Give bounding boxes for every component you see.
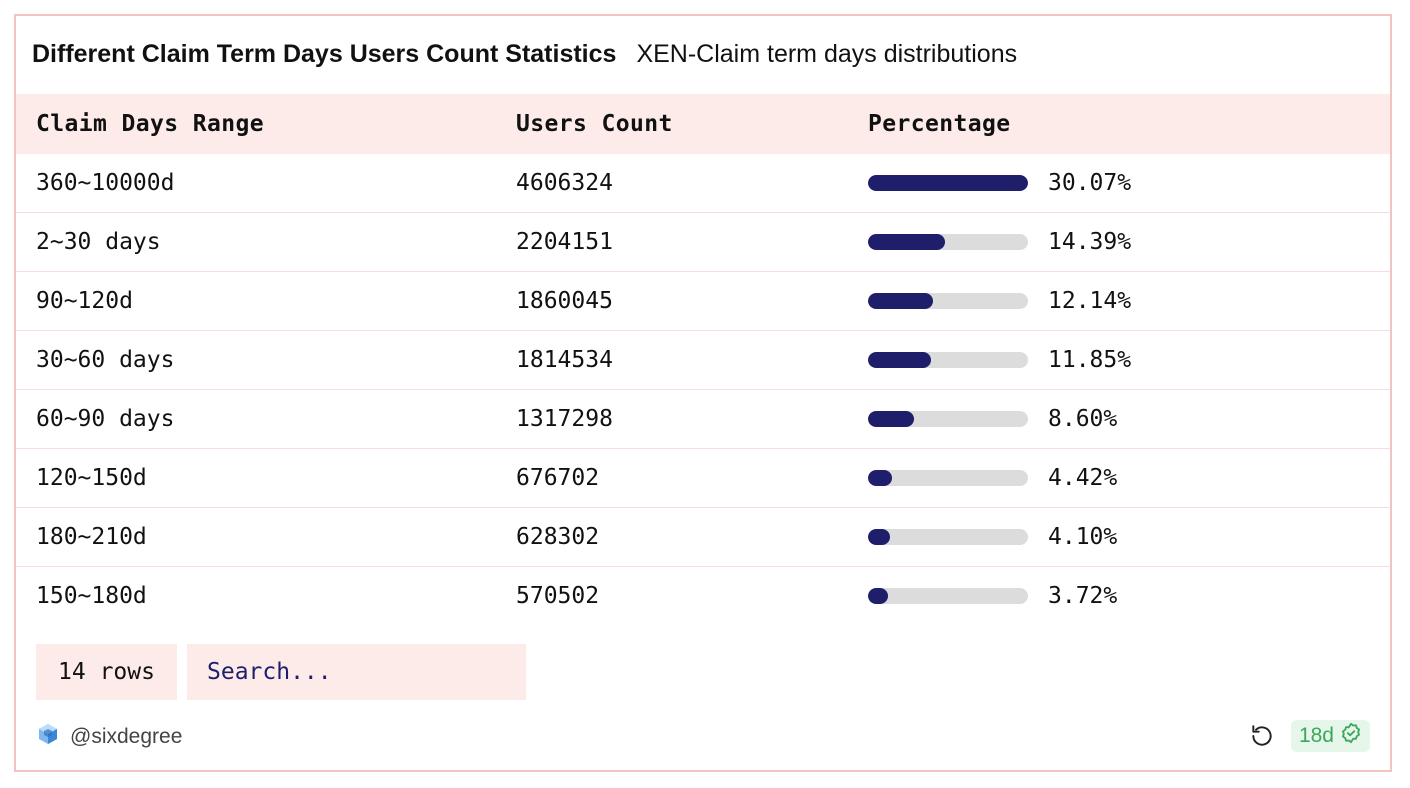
cell-claim-days-range: 150~180d <box>36 583 147 609</box>
cell-percentage: 11.85% <box>868 347 1131 373</box>
results-table: Claim Days Range Users Count Percentage … <box>16 94 1390 625</box>
table-row[interactable]: 120~150d 676702 4.42% <box>16 449 1390 508</box>
percentage-bar-fill <box>868 293 933 309</box>
cell-percentage: 12.14% <box>868 288 1131 314</box>
percentage-value: 30.07% <box>1048 170 1132 196</box>
cell-users-count: 676702 <box>516 465 600 491</box>
percentage-bar-fill <box>868 588 888 604</box>
cell-users-count: 4606324 <box>516 170 613 196</box>
percentage-value: 4.10% <box>1048 524 1118 550</box>
percentage-bar-fill <box>868 411 914 427</box>
age-badge: 18d <box>1290 720 1370 752</box>
author-name: @sixdegree <box>70 724 183 748</box>
hexagon-logo-icon <box>36 722 60 751</box>
cell-percentage: 3.72% <box>868 583 1117 609</box>
column-header-percentage[interactable]: Percentage <box>868 111 1011 137</box>
percentage-value: 4.42% <box>1048 465 1118 491</box>
cell-claim-days-range: 360~10000d <box>36 170 175 196</box>
percentage-bar-fill <box>868 175 1028 191</box>
cell-percentage: 14.39% <box>868 229 1131 255</box>
column-header-claim-days-range[interactable]: Claim Days Range <box>36 111 264 137</box>
table-row[interactable]: 150~180d 570502 3.72% <box>16 567 1390 625</box>
cell-users-count: 2204151 <box>516 229 613 255</box>
percentage-bar <box>868 293 1028 309</box>
table-row[interactable]: 30~60 days 1814534 11.85% <box>16 331 1390 390</box>
cell-claim-days-range: 2~30 days <box>36 229 161 255</box>
table-header-row: Claim Days Range Users Count Percentage <box>16 94 1390 154</box>
percentage-bar <box>868 470 1028 486</box>
cell-claim-days-range: 120~150d <box>36 465 147 491</box>
table-row[interactable]: 90~120d 1860045 12.14% <box>16 272 1390 331</box>
cell-claim-days-range: 180~210d <box>36 524 147 550</box>
query-result-card: Different Claim Term Days Users Count St… <box>14 14 1392 772</box>
cell-percentage: 30.07% <box>868 170 1131 196</box>
percentage-bar <box>868 234 1028 250</box>
table-controls: 14 rows <box>36 644 526 700</box>
search-input[interactable] <box>187 644 526 700</box>
cell-claim-days-range: 90~120d <box>36 288 133 314</box>
table-row[interactable]: 180~210d 628302 4.10% <box>16 508 1390 567</box>
rows-count-label: 14 rows <box>36 644 177 700</box>
table-row[interactable]: 360~10000d 4606324 30.07% <box>16 154 1390 213</box>
age-badge-label: 18d <box>1298 724 1334 747</box>
percentage-bar <box>868 588 1028 604</box>
percentage-bar <box>868 352 1028 368</box>
cell-users-count: 628302 <box>516 524 600 550</box>
table-row[interactable]: 60~90 days 1317298 8.60% <box>16 390 1390 449</box>
cell-claim-days-range: 60~90 days <box>36 406 175 432</box>
table-body: 360~10000d 4606324 30.07% 2~30 days 2204151 1… <box>16 154 1390 625</box>
status-area: 18d <box>1249 720 1370 752</box>
percentage-bar <box>868 529 1028 545</box>
percentage-bar-fill <box>868 470 892 486</box>
percentage-value: 14.39% <box>1048 229 1132 255</box>
author-attribution[interactable]: @sixdegree <box>36 722 182 751</box>
cell-claim-days-range: 30~60 days <box>36 347 175 373</box>
cell-percentage: 4.10% <box>868 524 1117 550</box>
cell-percentage: 4.42% <box>868 465 1117 491</box>
cell-users-count: 570502 <box>516 583 600 609</box>
percentage-value: 3.72% <box>1048 583 1118 609</box>
percentage-value: 11.85% <box>1048 347 1132 373</box>
column-header-users-count[interactable]: Users Count <box>516 111 673 137</box>
card-title: Different Claim Term Days Users Count St… <box>32 39 617 68</box>
table-row[interactable]: 2~30 days 2204151 14.39% <box>16 213 1390 272</box>
card-subtitle: XEN-Claim term days distributions <box>636 39 1018 68</box>
refresh-icon[interactable] <box>1249 723 1275 749</box>
cell-users-count: 1814534 <box>516 347 613 373</box>
check-badge-icon <box>1334 722 1362 750</box>
cell-percentage: 8.60% <box>868 406 1117 432</box>
percentage-value: 8.60% <box>1048 406 1118 432</box>
percentage-bar <box>868 411 1028 427</box>
percentage-bar-fill <box>868 352 932 368</box>
percentage-value: 12.14% <box>1048 288 1132 314</box>
cell-users-count: 1860045 <box>516 288 613 314</box>
percentage-bar-fill <box>868 529 890 545</box>
card-header: Different Claim Term Days Users Count St… <box>32 36 1017 72</box>
percentage-bar <box>868 175 1028 191</box>
cell-users-count: 1317298 <box>516 406 613 432</box>
percentage-bar-fill <box>868 234 945 250</box>
